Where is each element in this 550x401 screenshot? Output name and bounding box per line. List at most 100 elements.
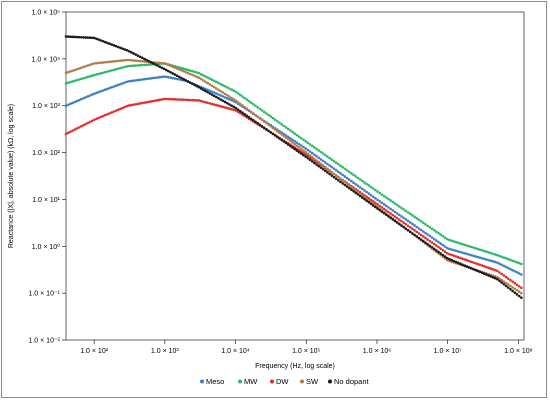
data-point	[502, 280, 506, 283]
data-point	[474, 268, 477, 272]
data-point	[319, 158, 323, 161]
data-point	[228, 98, 231, 101]
data-point	[132, 103, 135, 106]
data-point	[476, 269, 480, 273]
data-point	[426, 224, 429, 228]
data-point	[64, 35, 68, 38]
data-point	[474, 246, 477, 250]
data-point	[175, 67, 179, 70]
data-point	[149, 60, 153, 64]
data-point	[276, 135, 279, 139]
data-point	[225, 93, 229, 97]
data-point	[461, 251, 464, 254]
data-point	[158, 98, 161, 102]
data-point	[162, 62, 166, 65]
data-point	[326, 155, 329, 158]
data-point	[430, 246, 434, 249]
data-point	[367, 199, 371, 202]
data-point	[382, 207, 386, 211]
data-point	[164, 97, 168, 101]
data-point	[77, 78, 81, 81]
data-point	[71, 101, 74, 105]
data-point	[341, 165, 344, 169]
data-point	[384, 204, 388, 208]
legend-marker	[270, 379, 274, 384]
data-point	[123, 65, 127, 69]
data-point	[265, 128, 268, 131]
data-point	[114, 84, 118, 88]
data-point	[175, 98, 179, 101]
data-point	[273, 118, 277, 121]
data-point	[408, 221, 412, 224]
data-point	[478, 263, 482, 267]
data-point	[428, 244, 432, 248]
data-point	[82, 97, 85, 100]
data-point	[441, 248, 445, 252]
data-point	[408, 230, 412, 234]
data-point	[517, 284, 521, 288]
data-point	[212, 85, 216, 89]
data-point	[112, 68, 116, 72]
data-point	[241, 111, 244, 114]
data-point	[286, 137, 290, 141]
data-point	[112, 60, 116, 63]
data-point	[350, 185, 353, 189]
data-point	[367, 201, 371, 204]
data-point	[79, 77, 83, 81]
data-point	[119, 107, 122, 111]
data-point	[511, 289, 514, 293]
data-point	[404, 227, 408, 231]
data-point	[217, 96, 220, 100]
data-point	[496, 275, 499, 279]
data-point	[513, 291, 517, 294]
data-point	[267, 113, 270, 117]
data-point	[280, 131, 283, 134]
data-point	[415, 235, 419, 238]
data-point	[173, 77, 177, 80]
data-point	[66, 70, 70, 74]
data-point	[108, 112, 111, 115]
data-point	[134, 59, 138, 62]
data-point	[332, 175, 336, 179]
data-point	[149, 100, 153, 103]
data-point	[138, 59, 142, 63]
data-point	[400, 206, 403, 210]
data-point	[210, 78, 214, 82]
data-point	[330, 165, 334, 169]
data-point	[299, 150, 303, 153]
data-point	[236, 110, 240, 114]
data-point	[391, 209, 395, 212]
data-point	[454, 240, 458, 244]
data-point	[273, 128, 277, 131]
data-point	[478, 248, 482, 251]
data-point	[415, 230, 419, 234]
data-point	[504, 257, 508, 260]
data-point	[520, 291, 523, 295]
data-point	[408, 225, 412, 229]
data-point	[493, 260, 497, 264]
data-point	[461, 263, 464, 266]
data-point	[360, 187, 364, 191]
data-point	[99, 72, 103, 75]
data-point	[389, 199, 392, 202]
data-point	[509, 267, 512, 271]
data-point	[504, 265, 508, 269]
data-point	[116, 83, 120, 87]
data-point	[173, 73, 177, 76]
data-point	[215, 103, 218, 107]
data-point	[297, 142, 301, 146]
data-point	[493, 253, 497, 256]
data-point	[341, 173, 344, 177]
data-point	[328, 164, 331, 167]
data-point	[164, 62, 168, 66]
data-point	[136, 59, 140, 63]
x-tick-label: 1.0 × 10³	[151, 348, 179, 355]
data-point	[384, 213, 388, 217]
data-point	[136, 54, 140, 57]
data-point	[223, 92, 227, 96]
data-point	[345, 168, 349, 172]
data-point	[252, 102, 255, 106]
legend-label: DW	[276, 377, 289, 386]
data-point	[498, 279, 501, 283]
